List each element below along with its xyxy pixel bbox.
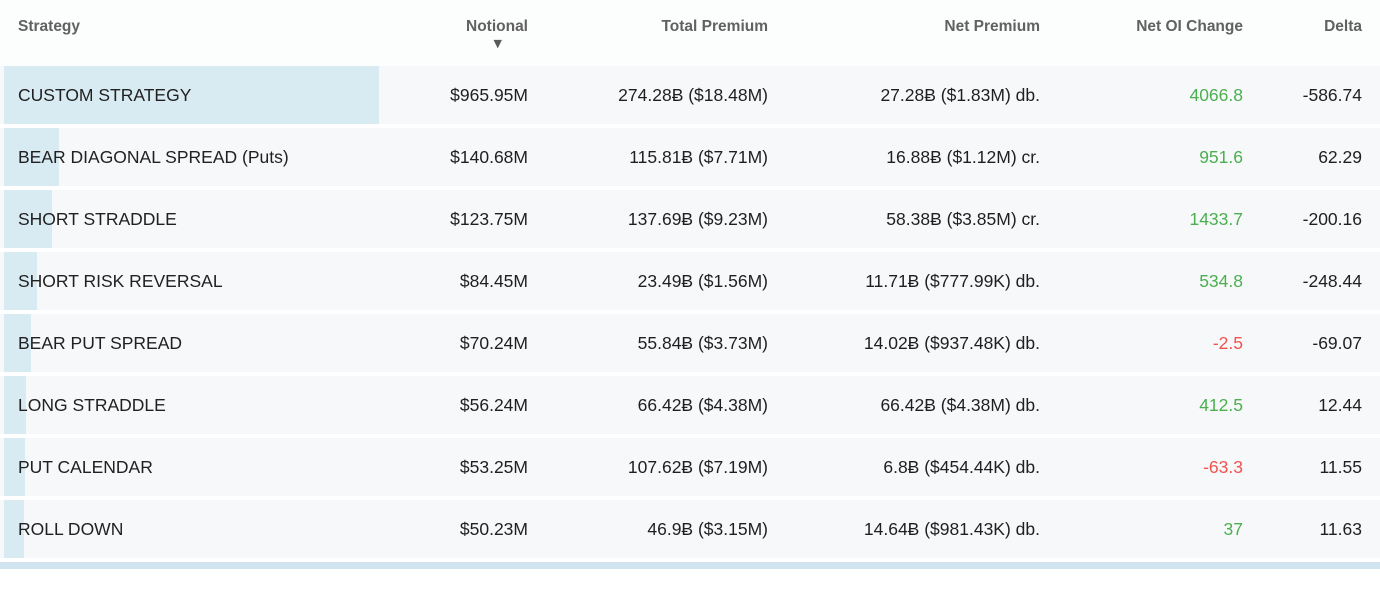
table-row[interactable]: ROLL DOWN $50.23M 46.9Ƀ ($3.15M) 14.64Ƀ ($9… — [0, 500, 1380, 562]
table-row[interactable]: BEAR PUT SPREAD $70.24M 55.84Ƀ ($3.73M) 14.… — [0, 314, 1380, 376]
cell-notional: $53.25M — [459, 456, 528, 477]
cell-delta: -586.74 — [1302, 84, 1362, 105]
notional-bar — [4, 190, 52, 248]
column-label: Net OI Change — [1136, 18, 1243, 35]
sort-desc-icon[interactable]: ▼ — [493, 37, 502, 50]
cell-total-premium: 107.62Ƀ ($7.19M) — [627, 456, 768, 477]
column-label: Notional — [466, 18, 528, 35]
cell-delta: -248.44 — [1302, 270, 1362, 291]
cell-delta: 12.44 — [1318, 394, 1362, 415]
notional-bar — [4, 252, 37, 310]
table-row[interactable]: LONG STRADDLE $56.24M 66.42Ƀ ($4.38M) 66.42… — [0, 376, 1380, 438]
table-row[interactable]: BEAR DIAGONAL SPREAD (Puts) $140.68M 115.8… — [0, 128, 1380, 190]
cell-net-premium: 16.88Ƀ ($1.12M) cr. — [886, 146, 1040, 167]
cell-net-oi-change: 37 — [1223, 518, 1243, 539]
cell-net-oi-change: -2.5 — [1212, 332, 1243, 353]
table-row[interactable]: SHORT STRADDLE $123.75M 137.69Ƀ ($9.23M) 58… — [0, 190, 1380, 252]
column-label: Strategy — [18, 18, 81, 35]
strategy-name: PUT CALENDAR — [18, 456, 153, 477]
cell-notional: $50.23M — [459, 518, 528, 539]
cell-delta: -69.07 — [1312, 332, 1362, 353]
cell-total-premium: 137.69Ƀ ($9.23M) — [627, 208, 768, 229]
cell-net-premium: 58.38Ƀ ($3.85M) cr. — [886, 208, 1040, 229]
notional-bar — [4, 128, 59, 186]
column-header-notional[interactable]: Notional ▼ — [380, 0, 528, 66]
notional-bar — [4, 376, 26, 434]
cell-total-premium: 66.42Ƀ ($4.38M) — [637, 394, 768, 415]
cell-net-premium: 14.02Ƀ ($937.48K) db. — [863, 332, 1040, 353]
cell-notional: $965.95M — [450, 84, 528, 105]
column-header-total_premium[interactable]: Total Premium — [528, 0, 768, 66]
cell-total-premium: 23.49Ƀ ($1.56M) — [637, 270, 768, 291]
cell-net-oi-change: 951.6 — [1199, 146, 1243, 167]
strategy-name: ROLL DOWN — [18, 518, 124, 539]
column-header-strategy[interactable]: Strategy — [0, 0, 380, 66]
cell-net-premium: 11.71Ƀ ($777.99K) db. — [865, 270, 1040, 291]
table-body: CUSTOM STRATEGY $965.95M 274.28Ƀ ($18.48M)… — [0, 66, 1380, 562]
table-row[interactable]: PUT CALENDAR $53.25M 107.62Ƀ ($7.19M) 6.8Ƀ … — [0, 438, 1380, 500]
notional-bar — [4, 438, 25, 496]
table-row[interactable]: CUSTOM STRATEGY $965.95M 274.28Ƀ ($18.48M)… — [0, 66, 1380, 128]
cell-net-oi-change: 534.8 — [1199, 270, 1243, 291]
notional-bar — [4, 314, 31, 372]
strategy-table: Strategy Notional ▼ Total Premium Net Premiu… — [0, 0, 1380, 569]
cell-net-premium: 27.28Ƀ ($1.83M) db. — [880, 84, 1040, 105]
strategy-name: LONG STRADDLE — [18, 394, 166, 415]
cell-total-premium: 55.84Ƀ ($3.73M) — [637, 332, 768, 353]
cell-net-premium: 66.42Ƀ ($4.38M) db. — [880, 394, 1040, 415]
cell-notional: $140.68M — [450, 146, 528, 167]
column-header-net_oi_change[interactable]: Net OI Change — [1040, 0, 1243, 66]
cell-delta: 11.63 — [1319, 518, 1363, 539]
strategy-name: SHORT RISK REVERSAL — [18, 270, 223, 291]
cell-strategy: BEAR PUT SPREAD — [0, 314, 380, 372]
cell-notional: $84.45M — [459, 270, 528, 291]
cell-net-oi-change: 412.5 — [1199, 394, 1243, 415]
cell-strategy: ROLL DOWN — [0, 500, 380, 558]
column-header-net_premium[interactable]: Net Premium — [768, 0, 1040, 66]
cell-strategy: SHORT STRADDLE — [0, 190, 380, 248]
cell-total-premium: 274.28Ƀ ($18.48M) — [618, 84, 768, 105]
cell-delta: 11.55 — [1319, 456, 1363, 477]
column-label: Total Premium — [661, 18, 768, 35]
cell-net-premium: 14.64Ƀ ($981.43K) db. — [863, 518, 1040, 539]
cell-notional: $123.75M — [450, 208, 528, 229]
cell-strategy: SHORT RISK REVERSAL — [0, 252, 380, 310]
cell-strategy: CUSTOM STRATEGY — [0, 66, 380, 124]
column-label: Delta — [1324, 18, 1362, 35]
cell-strategy: PUT CALENDAR — [0, 438, 380, 496]
strategy-name: BEAR DIAGONAL SPREAD (Puts) — [18, 146, 289, 167]
strategy-name: CUSTOM STRATEGY — [18, 84, 192, 105]
cell-delta: -200.16 — [1302, 208, 1362, 229]
bottom-strip — [0, 562, 1380, 569]
cell-total-premium: 46.9Ƀ ($3.15M) — [647, 518, 768, 539]
table-header: Strategy Notional ▼ Total Premium Net Premiu… — [0, 0, 1380, 66]
cell-net-premium: 6.8Ƀ ($454.44K) db. — [883, 456, 1040, 477]
column-header-delta[interactable]: Delta — [1243, 0, 1380, 66]
strategy-name: BEAR PUT SPREAD — [18, 332, 183, 353]
cell-delta: 62.29 — [1318, 146, 1362, 167]
cell-net-oi-change: 1433.7 — [1189, 208, 1243, 229]
column-label: Net Premium — [944, 18, 1040, 35]
cell-total-premium: 115.81Ƀ ($7.71M) — [629, 146, 768, 167]
cell-strategy: BEAR DIAGONAL SPREAD (Puts) — [0, 128, 380, 186]
strategy-name: SHORT STRADDLE — [18, 208, 177, 229]
table-row[interactable]: SHORT RISK REVERSAL $84.45M 23.49Ƀ ($1.56M… — [0, 252, 1380, 314]
cell-notional: $70.24M — [459, 332, 528, 353]
cell-strategy: LONG STRADDLE — [0, 376, 380, 434]
notional-bar — [4, 66, 379, 124]
notional-bar — [4, 500, 24, 558]
cell-net-oi-change: 4066.8 — [1189, 84, 1243, 105]
cell-notional: $56.24M — [459, 394, 528, 415]
cell-net-oi-change: -63.3 — [1203, 456, 1243, 477]
